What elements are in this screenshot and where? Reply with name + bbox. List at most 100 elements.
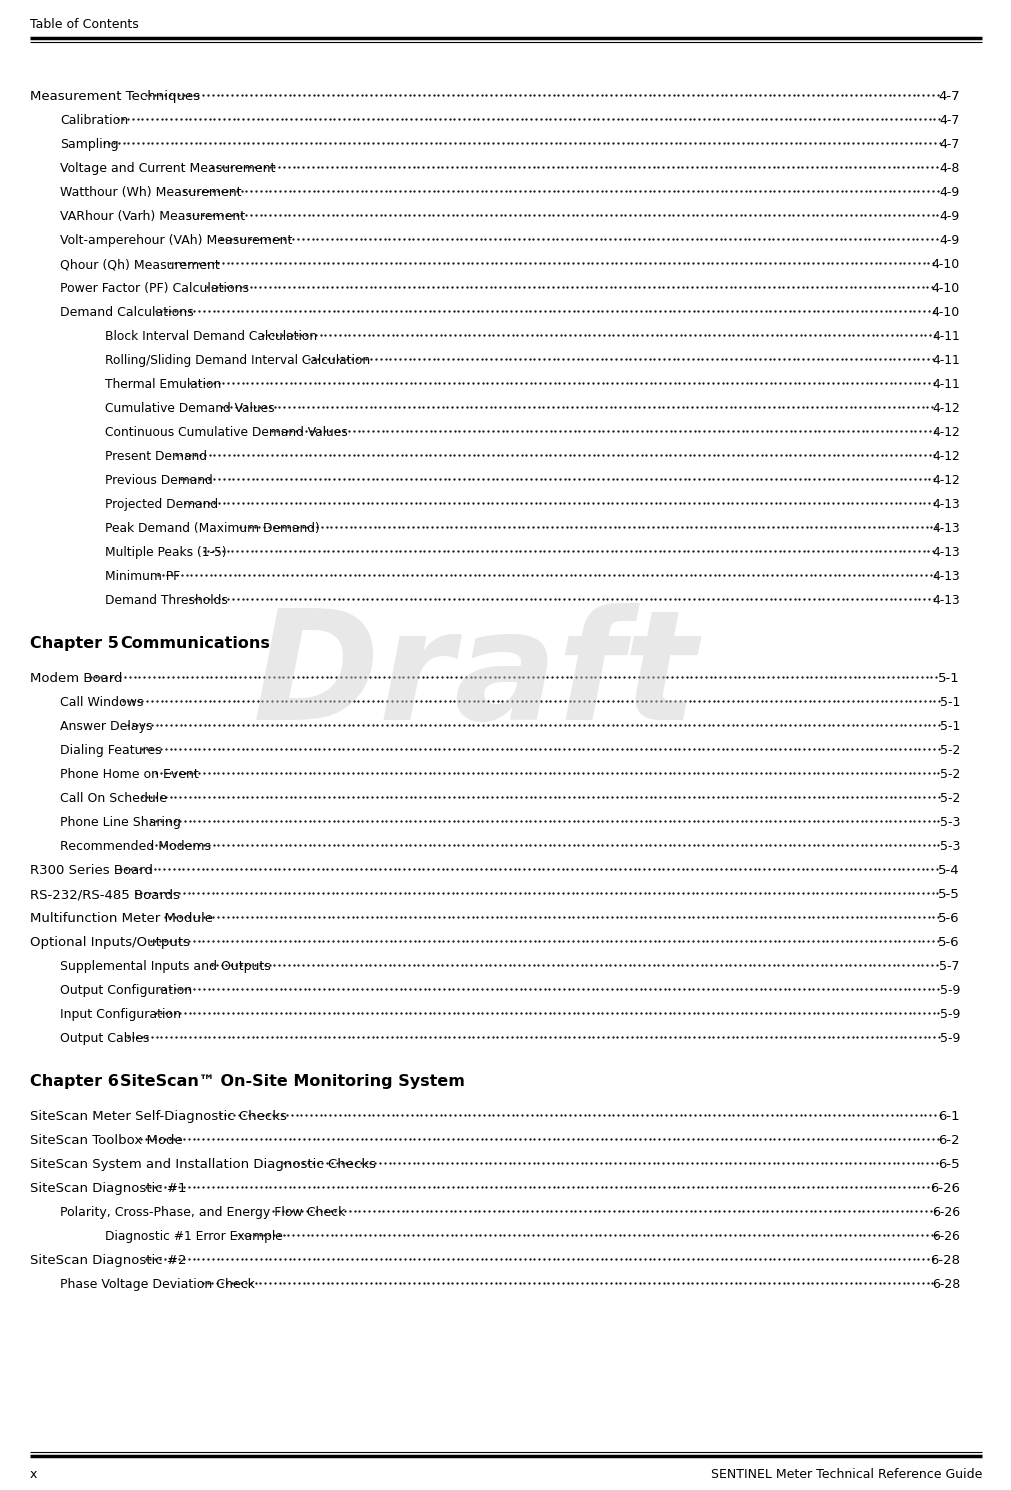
Text: 5-3: 5-3 bbox=[938, 840, 959, 852]
Text: Communications: Communications bbox=[120, 636, 270, 651]
Text: Demand Thresholds: Demand Thresholds bbox=[105, 595, 227, 606]
Text: 5-2: 5-2 bbox=[938, 793, 959, 805]
Text: 6-28: 6-28 bbox=[929, 1255, 959, 1266]
Text: Continuous Cumulative Demand Values: Continuous Cumulative Demand Values bbox=[105, 426, 348, 440]
Text: 5-1: 5-1 bbox=[938, 696, 959, 709]
Text: 6-26: 6-26 bbox=[931, 1231, 959, 1243]
Text: 6-5: 6-5 bbox=[937, 1158, 959, 1171]
Text: Multiple Peaks (1-5): Multiple Peaks (1-5) bbox=[105, 545, 226, 559]
Text: 4-11: 4-11 bbox=[931, 355, 959, 367]
Text: 6-2: 6-2 bbox=[937, 1134, 959, 1147]
Text: 4-9: 4-9 bbox=[939, 210, 959, 224]
Text: 6-28: 6-28 bbox=[931, 1278, 959, 1290]
Text: SiteScan™ On-Site Monitoring System: SiteScan™ On-Site Monitoring System bbox=[120, 1074, 464, 1089]
Text: SiteScan Diagnostic #1: SiteScan Diagnostic #1 bbox=[30, 1182, 186, 1195]
Text: 5-3: 5-3 bbox=[938, 817, 959, 828]
Text: 5-2: 5-2 bbox=[938, 744, 959, 757]
Text: Peak Demand (Maximum Demand): Peak Demand (Maximum Demand) bbox=[105, 522, 319, 535]
Text: 5-4: 5-4 bbox=[937, 864, 959, 878]
Text: 4-10: 4-10 bbox=[931, 258, 959, 271]
Text: Recommended Modems: Recommended Modems bbox=[60, 840, 210, 852]
Text: 4-9: 4-9 bbox=[939, 186, 959, 200]
Text: R300 Series Board: R300 Series Board bbox=[30, 864, 153, 878]
Text: Qhour (Qh) Measurement: Qhour (Qh) Measurement bbox=[60, 258, 219, 271]
Text: 4-7: 4-7 bbox=[938, 115, 959, 127]
Text: 4-13: 4-13 bbox=[931, 545, 959, 559]
Text: Voltage and Current Measurement: Voltage and Current Measurement bbox=[60, 162, 275, 174]
Text: Diagnostic #1 Error Example: Diagnostic #1 Error Example bbox=[105, 1231, 282, 1243]
Text: Phone Line Sharing: Phone Line Sharing bbox=[60, 817, 181, 828]
Text: Supplemental Inputs and Outputs: Supplemental Inputs and Outputs bbox=[60, 960, 271, 973]
Text: 4-12: 4-12 bbox=[931, 426, 959, 440]
Text: Power Factor (PF) Calculations: Power Factor (PF) Calculations bbox=[60, 282, 249, 295]
Text: 5-9: 5-9 bbox=[938, 1009, 959, 1021]
Text: Table of Contents: Table of Contents bbox=[30, 18, 139, 31]
Text: Multifunction Meter Module: Multifunction Meter Module bbox=[30, 912, 212, 925]
Text: Calibration: Calibration bbox=[60, 115, 128, 127]
Text: 5-1: 5-1 bbox=[937, 672, 959, 685]
Text: 5-6: 5-6 bbox=[937, 912, 959, 925]
Text: Minimum PF: Minimum PF bbox=[105, 571, 180, 583]
Text: Watthour (Wh) Measurement: Watthour (Wh) Measurement bbox=[60, 186, 242, 200]
Text: Thermal Emulation: Thermal Emulation bbox=[105, 378, 221, 390]
Text: Sampling: Sampling bbox=[60, 139, 118, 150]
Text: 4-11: 4-11 bbox=[931, 378, 959, 390]
Text: 5-2: 5-2 bbox=[938, 767, 959, 781]
Text: 4-13: 4-13 bbox=[931, 498, 959, 511]
Text: Polarity, Cross-Phase, and Energy Flow Check: Polarity, Cross-Phase, and Energy Flow C… bbox=[60, 1205, 345, 1219]
Text: VARhour (Varh) Measurement: VARhour (Varh) Measurement bbox=[60, 210, 245, 224]
Text: 5-1: 5-1 bbox=[938, 720, 959, 733]
Text: 5-9: 5-9 bbox=[938, 983, 959, 997]
Text: Phase Voltage Deviation Check: Phase Voltage Deviation Check bbox=[60, 1278, 255, 1290]
Text: 6-1: 6-1 bbox=[937, 1110, 959, 1123]
Text: Rolling/Sliding Demand Interval Calculation: Rolling/Sliding Demand Interval Calculat… bbox=[105, 355, 370, 367]
Text: 5-6: 5-6 bbox=[937, 936, 959, 949]
Text: Measurement Techniques: Measurement Techniques bbox=[30, 89, 200, 103]
Text: 4-11: 4-11 bbox=[931, 329, 959, 343]
Text: 4-8: 4-8 bbox=[938, 162, 959, 174]
Text: SiteScan Meter Self-Diagnostic Checks: SiteScan Meter Self-Diagnostic Checks bbox=[30, 1110, 286, 1123]
Text: SiteScan Toolbox Mode: SiteScan Toolbox Mode bbox=[30, 1134, 183, 1147]
Text: Demand Calculations: Demand Calculations bbox=[60, 305, 193, 319]
Text: 4-10: 4-10 bbox=[931, 282, 959, 295]
Text: Previous Demand: Previous Demand bbox=[105, 474, 212, 487]
Text: 4-12: 4-12 bbox=[931, 402, 959, 416]
Text: SENTINEL Meter Technical Reference Guide: SENTINEL Meter Technical Reference Guide bbox=[710, 1468, 981, 1481]
Text: Volt-amperehour (VAh) Measurement: Volt-amperehour (VAh) Measurement bbox=[60, 234, 292, 247]
Text: Output Configuration: Output Configuration bbox=[60, 983, 192, 997]
Text: Present Demand: Present Demand bbox=[105, 450, 207, 463]
Text: Projected Demand: Projected Demand bbox=[105, 498, 218, 511]
Text: Call On Schedule: Call On Schedule bbox=[60, 793, 167, 805]
Text: 6-26: 6-26 bbox=[931, 1205, 959, 1219]
Text: 4-7: 4-7 bbox=[938, 139, 959, 150]
Text: Phone Home on Event: Phone Home on Event bbox=[60, 767, 198, 781]
Text: x: x bbox=[30, 1468, 37, 1481]
Text: Modem Board: Modem Board bbox=[30, 672, 122, 685]
Text: Output Cables: Output Cables bbox=[60, 1033, 150, 1044]
Text: Answer Delays: Answer Delays bbox=[60, 720, 153, 733]
Text: SiteScan Diagnostic #2: SiteScan Diagnostic #2 bbox=[30, 1255, 186, 1266]
Text: 5-5: 5-5 bbox=[937, 888, 959, 901]
Text: Dialing Features: Dialing Features bbox=[60, 744, 162, 757]
Text: RS-232/RS-485 Boards: RS-232/RS-485 Boards bbox=[30, 888, 180, 901]
Text: Chapter 6: Chapter 6 bbox=[30, 1074, 118, 1089]
Text: 4-13: 4-13 bbox=[931, 571, 959, 583]
Text: SiteScan System and Installation Diagnostic Checks: SiteScan System and Installation Diagnos… bbox=[30, 1158, 376, 1171]
Text: Chapter 5: Chapter 5 bbox=[30, 636, 118, 651]
Text: 4-12: 4-12 bbox=[931, 450, 959, 463]
Text: 4-9: 4-9 bbox=[939, 234, 959, 247]
Text: Block Interval Demand Calculation: Block Interval Demand Calculation bbox=[105, 329, 316, 343]
Text: 6-26: 6-26 bbox=[929, 1182, 959, 1195]
Text: 5-9: 5-9 bbox=[938, 1033, 959, 1044]
Text: 4-12: 4-12 bbox=[931, 474, 959, 487]
Text: Input Configuration: Input Configuration bbox=[60, 1009, 181, 1021]
Text: 4-10: 4-10 bbox=[931, 305, 959, 319]
Text: Optional Inputs/Outputs: Optional Inputs/Outputs bbox=[30, 936, 190, 949]
Text: Draft: Draft bbox=[253, 603, 698, 752]
Text: Call Windows: Call Windows bbox=[60, 696, 144, 709]
Text: 4-13: 4-13 bbox=[931, 522, 959, 535]
Text: 4-13: 4-13 bbox=[931, 595, 959, 606]
Text: Cumulative Demand Values: Cumulative Demand Values bbox=[105, 402, 274, 416]
Text: 5-7: 5-7 bbox=[938, 960, 959, 973]
Text: 4-7: 4-7 bbox=[937, 89, 959, 103]
